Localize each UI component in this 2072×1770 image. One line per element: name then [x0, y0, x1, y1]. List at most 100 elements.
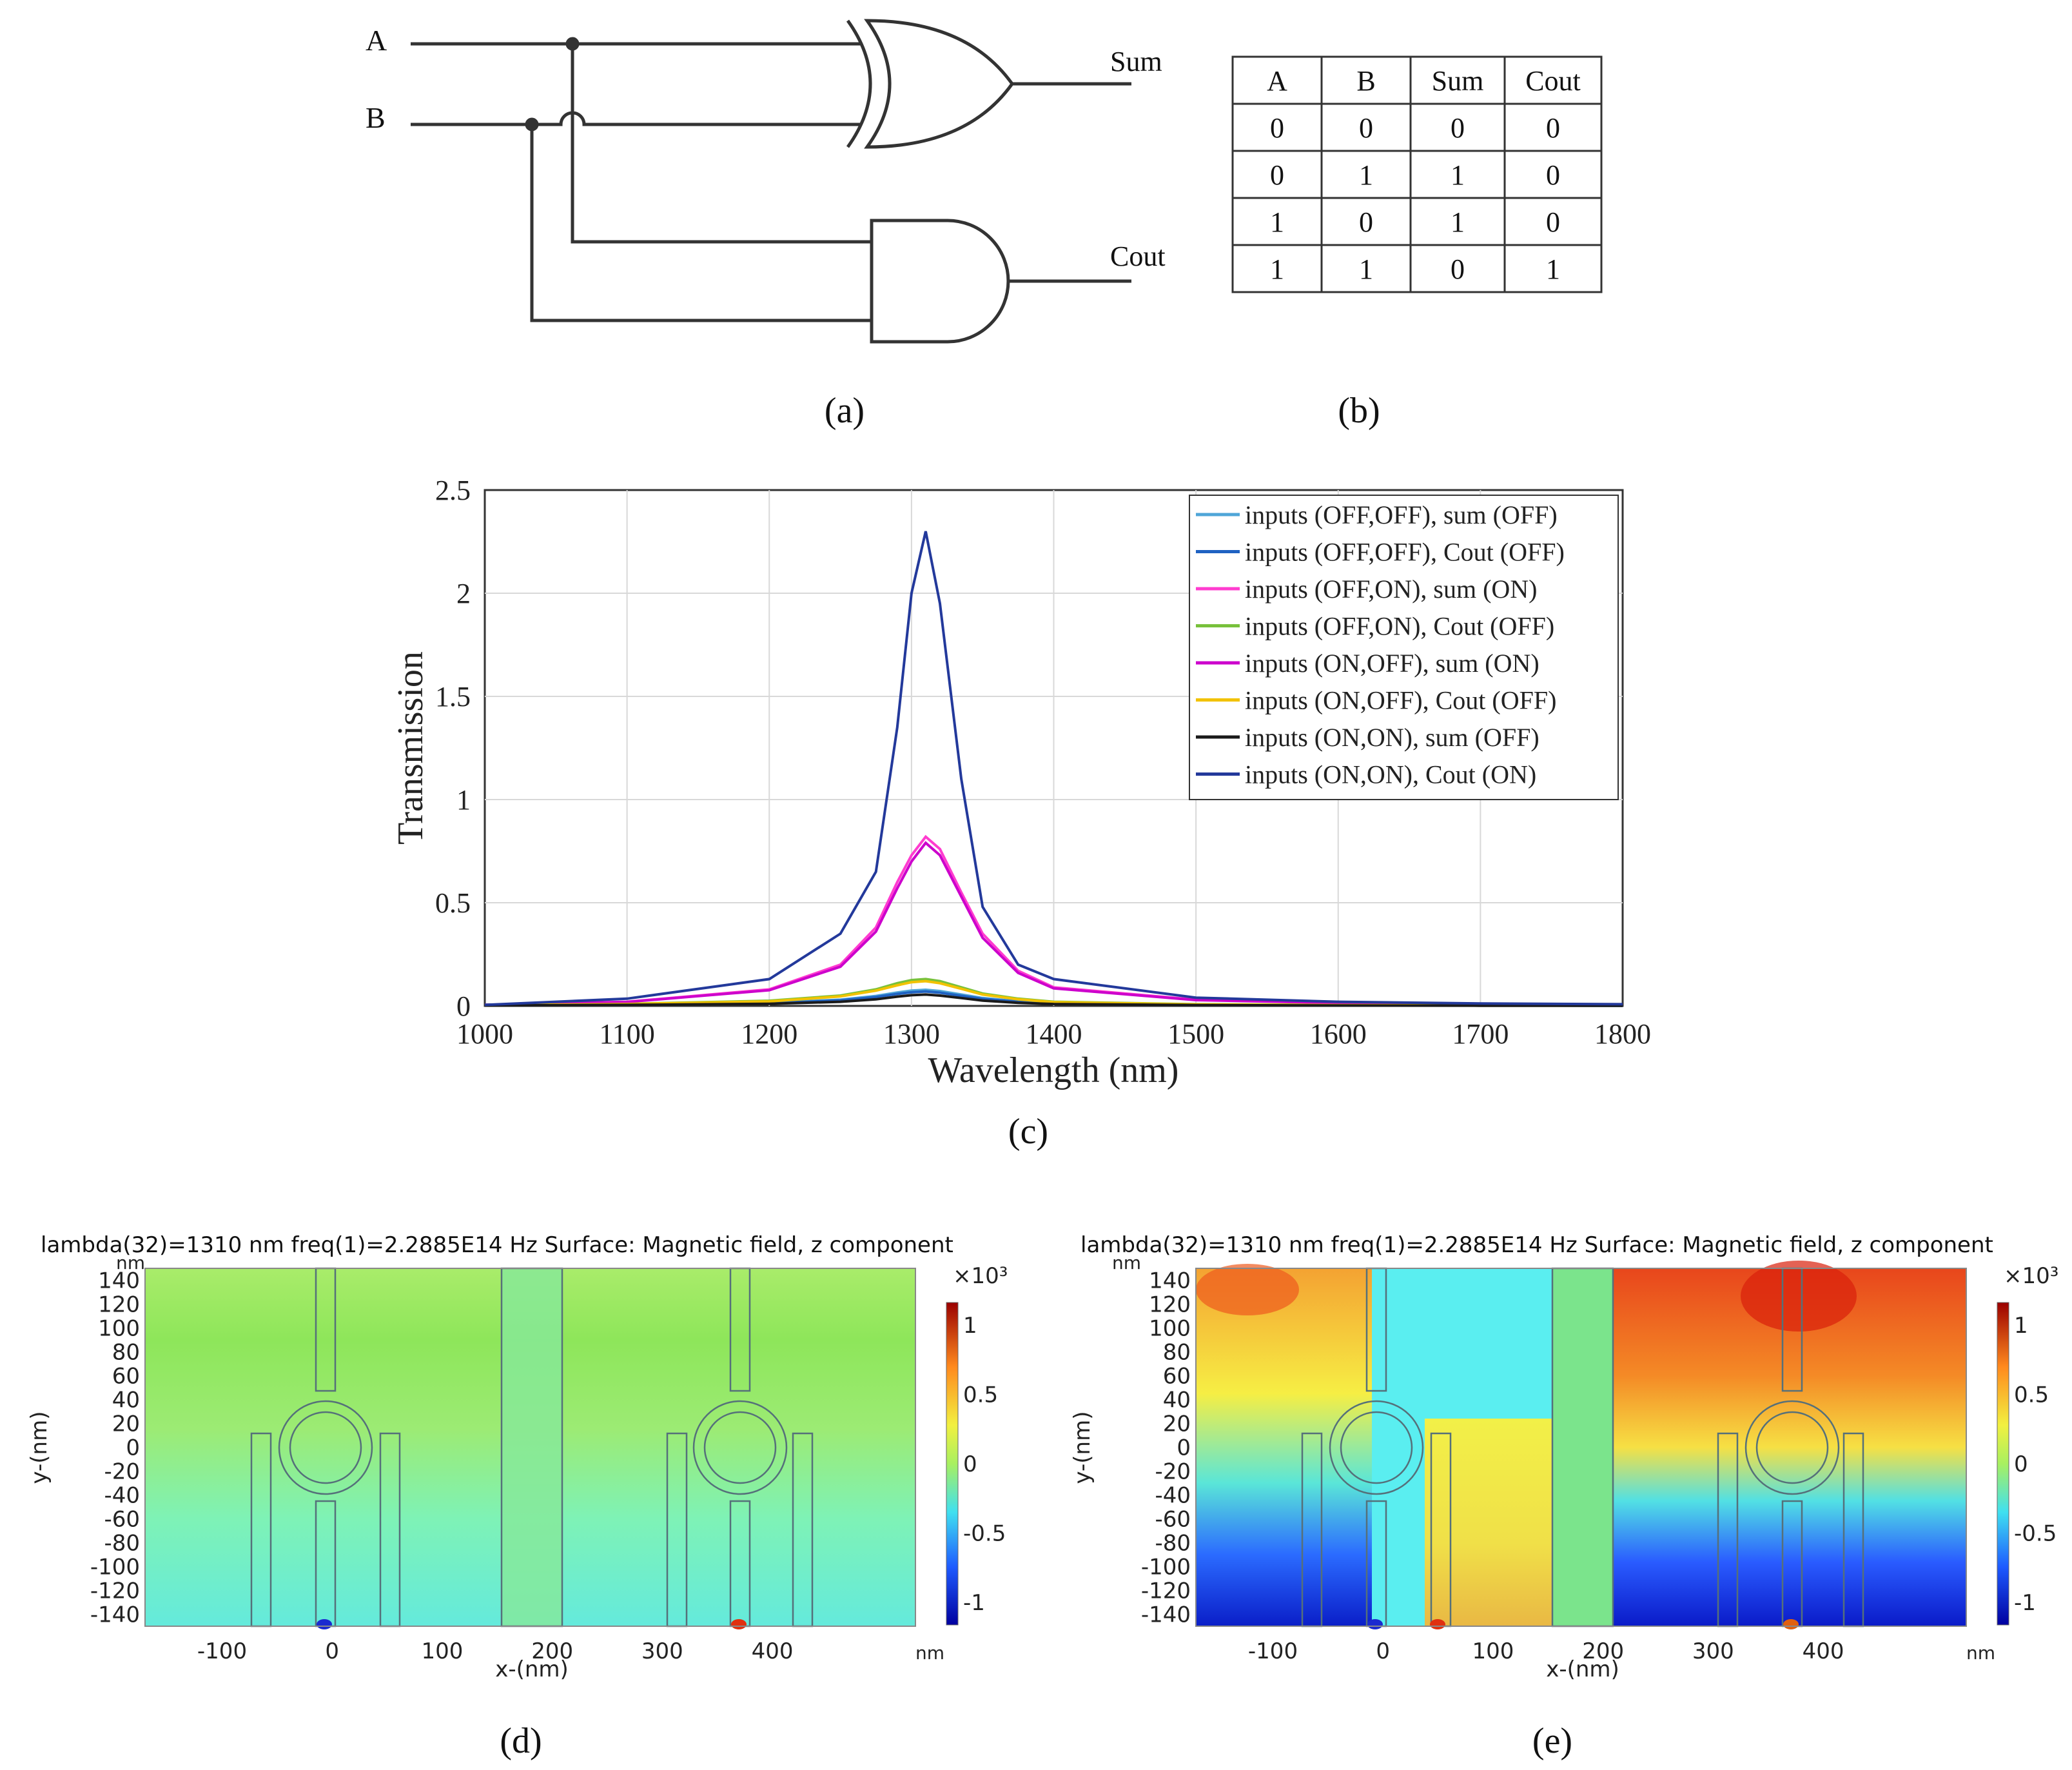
colorbar-tick-label: 0 — [963, 1451, 977, 1477]
y-tick-label: 100 — [98, 1316, 140, 1342]
y-tick-label: 100 — [1149, 1316, 1191, 1342]
input-label-b: B — [366, 101, 386, 134]
field-map-d: lambda(32)=1310 nm freq(1)=2.2885E14 Hz … — [26, 1232, 1008, 1682]
field-map-title: lambda(32)=1310 nm freq(1)=2.2885E14 Hz … — [41, 1232, 953, 1258]
table-header-cell: Sum — [1432, 65, 1484, 97]
x-tick-label: 1300 — [883, 1018, 940, 1050]
legend-box — [1189, 495, 1619, 800]
x-axis-label: x-(nm) — [1546, 1657, 1619, 1682]
x-axis-label: x-(nm) — [495, 1657, 569, 1682]
y-tick-label: -120 — [90, 1578, 140, 1604]
y-tick-label: 20 — [1163, 1411, 1191, 1437]
colorbar-tick-label: -0.5 — [2014, 1521, 2057, 1547]
table-cell: 0 — [1359, 206, 1373, 238]
x-axis-label: Wavelength (nm) — [928, 1050, 1179, 1090]
y-tick-label: 0 — [456, 990, 471, 1022]
x-tick-label: 1000 — [456, 1018, 513, 1050]
x-tick-label: 1500 — [1168, 1018, 1224, 1050]
y-tick-label: -40 — [104, 1483, 140, 1509]
y-tick-label: -140 — [90, 1602, 140, 1628]
table-cell: 1 — [1359, 253, 1373, 285]
legend-entry: inputs (ON,OFF), Cout (OFF) — [1245, 686, 1556, 715]
x-tick-label: 200 — [1582, 1638, 1624, 1664]
y-tick-label: 120 — [1149, 1292, 1191, 1318]
table-cell: 1 — [1451, 206, 1465, 238]
colorbar-tick-label: -1 — [963, 1590, 985, 1616]
y-tick-label: 40 — [1163, 1388, 1191, 1413]
x-tick-label: -100 — [197, 1638, 247, 1664]
legend-entry: inputs (OFF,ON), sum (ON) — [1245, 575, 1537, 604]
colorbar-exponent: ×10³ — [2004, 1263, 2058, 1289]
table-header-cell: Cout — [1525, 65, 1581, 97]
y-tick-label: 60 — [1163, 1364, 1191, 1390]
colorbar-tick-label: -1 — [2014, 1590, 2036, 1616]
x-tick-label: 400 — [752, 1638, 794, 1664]
x-tick-label: 1100 — [599, 1018, 654, 1050]
x-tick-label: 0 — [1376, 1638, 1390, 1664]
table-cell: 1 — [1270, 206, 1284, 238]
table-cell: 0 — [1546, 159, 1560, 191]
y-tick-label: 80 — [1163, 1340, 1191, 1366]
panel-label-b: (b) — [1338, 391, 1380, 431]
table-cell: 1 — [1359, 159, 1373, 191]
y-tick-label: -100 — [1141, 1555, 1191, 1580]
legend-entry: inputs (OFF,OFF), sum (OFF) — [1245, 500, 1558, 529]
y-tick-label: 140 — [1149, 1268, 1191, 1294]
table-cell: 0 — [1546, 206, 1560, 238]
table-cell: 0 — [1451, 253, 1465, 285]
colorbar-tick-label: 0.5 — [963, 1382, 998, 1408]
x-tick-label: 100 — [421, 1638, 463, 1664]
x-tick-label: 1800 — [1594, 1018, 1651, 1050]
truth-table: A B Sum Cout 0 0 0 0 0 1 1 0 1 0 1 0 1 1 0 1 — [1231, 55, 1603, 293]
colorbar-tick-label: 0.5 — [2014, 1382, 2049, 1408]
series-line — [484, 531, 1623, 1007]
y-unit: nm — [116, 1252, 145, 1273]
legend-entry: inputs (ON,ON), Cout (ON) — [1245, 760, 1536, 789]
x-tick-label: 1400 — [1026, 1018, 1082, 1050]
junction-a — [565, 37, 580, 51]
y-tick-label: 2.5 — [435, 475, 471, 506]
y-tick-label: -60 — [104, 1507, 140, 1533]
x-unit: nm — [1966, 1642, 1995, 1664]
y-tick-label: -60 — [1155, 1507, 1191, 1533]
xor-gate — [846, 19, 1015, 149]
table-header-cell: A — [1267, 65, 1287, 97]
x-tick-label: -100 — [1248, 1638, 1298, 1664]
circuit-diagram: A B Sum Cout — [366, 19, 1166, 344]
colorbar-exponent: ×10³ — [953, 1263, 1008, 1289]
y-tick-label: 1 — [456, 784, 471, 816]
table-header-cell: B — [1356, 65, 1375, 97]
series-line — [484, 841, 1623, 1007]
panel-label-e: (e) — [1532, 1721, 1572, 1761]
table-cell: 1 — [1270, 253, 1284, 285]
y-axis-label: y-(nm) — [1070, 1411, 1095, 1484]
y-tick-label: -40 — [1155, 1483, 1191, 1509]
wire-b-branch — [530, 124, 872, 322]
wire-a-branch — [571, 44, 872, 244]
field-map-title: lambda(32)=1310 nm freq(1)=2.2885E14 Hz … — [1080, 1232, 1993, 1258]
table-cell: 0 — [1451, 112, 1465, 144]
colorbar — [946, 1302, 959, 1626]
series-line — [484, 993, 1623, 1007]
y-tick-label: -140 — [1141, 1602, 1191, 1628]
x-tick-label: 300 — [641, 1638, 683, 1664]
y-tick-label: 2 — [456, 578, 471, 609]
x-tick-label: 400 — [1803, 1638, 1844, 1664]
table-cell: 0 — [1546, 112, 1560, 144]
y-tick-label: -20 — [104, 1459, 140, 1485]
colorbar-tick-label: 0 — [2014, 1451, 2028, 1477]
colorbar-tick-label: -0.5 — [963, 1521, 1006, 1547]
y-tick-label: 40 — [112, 1388, 140, 1413]
legend-entry: inputs (OFF,ON), Cout (OFF) — [1245, 612, 1554, 641]
x-tick-label: 100 — [1472, 1638, 1514, 1664]
y-tick-label: 1.5 — [435, 681, 471, 713]
x-tick-label: 200 — [531, 1638, 573, 1664]
y-tick-label: 140 — [98, 1268, 140, 1294]
y-unit: nm — [1112, 1252, 1141, 1273]
legend-entry: inputs (OFF,OFF), Cout (OFF) — [1245, 538, 1565, 567]
y-tick-label: 120 — [98, 1292, 140, 1318]
x-tick-label: 1600 — [1310, 1018, 1367, 1050]
junction-b — [525, 117, 539, 132]
input-label-a: A — [366, 24, 387, 57]
y-tick-label: 0.5 — [435, 887, 471, 919]
